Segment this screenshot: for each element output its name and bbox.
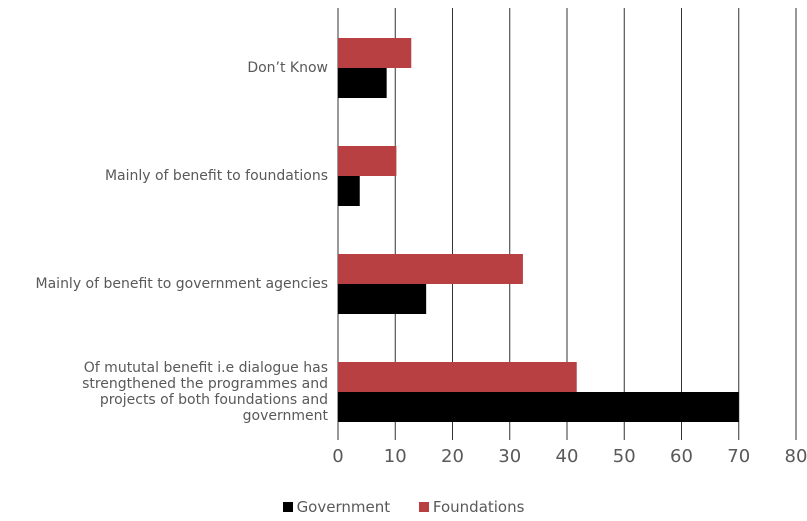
legend-item-government: Government — [282, 498, 391, 516]
x-tick-label: 20 — [441, 446, 464, 467]
category-label-line: strengthened the programmes and — [82, 376, 328, 392]
x-tick-label: 40 — [556, 446, 579, 467]
bar-foundations-2 — [338, 254, 523, 284]
category-label-line: government — [242, 408, 328, 424]
x-tick-label: 80 — [785, 446, 807, 467]
legend-swatch-foundations — [418, 502, 429, 512]
category-label-line: projects of both foundations and — [99, 392, 328, 408]
bar-government-2 — [338, 284, 427, 314]
x-tick-label: 10 — [384, 446, 407, 467]
x-tick-label: 30 — [498, 446, 521, 467]
category-label: Mainly of benefit to foundations — [0, 168, 328, 184]
x-tick-label: 70 — [727, 446, 750, 467]
bar-government-3 — [338, 392, 739, 422]
category-label-line: Don’t Know — [247, 60, 328, 76]
legend-swatch-government — [282, 502, 293, 512]
bar-foundations-3 — [338, 362, 577, 392]
x-tick-label: 50 — [613, 446, 636, 467]
bar-government-0 — [338, 68, 387, 98]
x-tick-labels: 0 10 20 30 40 50 60 70 80 — [332, 446, 807, 467]
bars — [338, 38, 739, 422]
category-label: Of mututal benefit i.e dialogue has stren… — [0, 360, 328, 424]
gridlines — [337, 8, 797, 440]
bar-foundations-1 — [338, 146, 397, 176]
category-label-line: Of mututal benefit i.e dialogue has — [83, 360, 328, 376]
category-label-line: Mainly of benefit to foundations — [104, 168, 328, 184]
category-label: Don’t Know — [0, 60, 328, 76]
legend-label-government: Government — [296, 498, 391, 516]
x-tick-label: 0 — [332, 446, 343, 467]
bar-foundations-0 — [338, 38, 412, 68]
legend: Government Foundations — [0, 498, 807, 516]
x-tick-label: 60 — [670, 446, 693, 467]
legend-label-foundations: Foundations — [432, 498, 525, 516]
bar-government-1 — [338, 176, 360, 206]
legend-item-foundations: Foundations — [418, 498, 525, 516]
category-label: Mainly of benefit to government agencies — [0, 276, 328, 292]
category-label-line: Mainly of benefit to government agencies — [35, 276, 328, 292]
